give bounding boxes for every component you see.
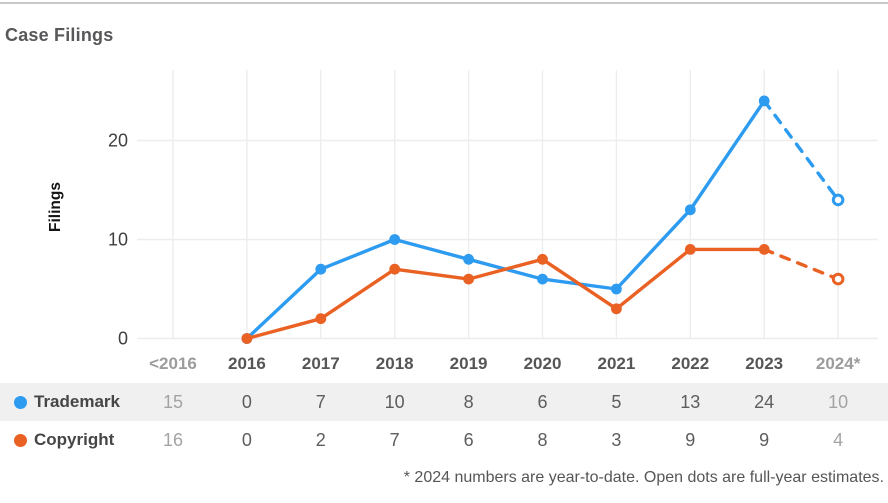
table-cell-copyright-2020: 8	[537, 430, 548, 450]
data-point-copyright-2018	[389, 263, 401, 275]
series-copyright	[241, 244, 845, 344]
y-tick-label: 20	[108, 131, 128, 151]
table-cell-trademark-2019: 8	[463, 392, 474, 412]
y-axis-title: Filings	[47, 182, 64, 232]
table-row-trademark: Trademark 15 0 7 10 8 6 5 13 24 10	[0, 383, 888, 421]
table-cell-trademark-2023: 24	[754, 392, 775, 412]
table-cell-trademark-2020: 6	[537, 392, 548, 412]
line-chart: 0 10 20 Filings <2016 2016 2017 2018 2019 2020 202…	[47, 70, 878, 373]
x-tick-label: 2020	[524, 354, 562, 373]
data-point-trademark-2023	[758, 95, 770, 107]
data-point-copyright-2021	[611, 303, 622, 315]
series-line	[245, 247, 766, 341]
grid	[137, 70, 878, 340]
x-axis: <2016 2016 2017 2018 2019 2020 2021 2022 2023 202…	[149, 354, 861, 373]
estimate-open-dot-copyright	[831, 272, 845, 286]
x-tick-label: 2021	[597, 354, 635, 373]
y-tick-label: 10	[108, 230, 128, 250]
data-point-copyright-2022	[684, 244, 696, 255]
x-tick-label: 2016	[228, 354, 266, 373]
table-row-copyright: Copyright 16 0 2 7 6 8 3 9 9 4	[0, 421, 888, 459]
legend-label: Trademark	[34, 392, 120, 411]
data-point-trademark-2017	[315, 263, 327, 275]
data-point-trademark-2022	[684, 204, 696, 216]
x-tick-label: 2024*	[816, 354, 861, 373]
table-cell-copyright-2022: 9	[685, 430, 696, 450]
table-cell-copyright-2018: 7	[389, 430, 400, 450]
data-point-copyright-2020	[537, 253, 548, 265]
estimate-dashed-line	[762, 99, 840, 202]
data-point-copyright-2019	[463, 273, 474, 285]
data-point-copyright-2023	[758, 244, 770, 255]
x-tick-label: 2023	[745, 354, 783, 373]
x-tick-label: 2019	[450, 354, 488, 373]
page-title: Case Filings	[5, 25, 114, 45]
y-tick-label: 0	[118, 329, 128, 349]
estimate-open-dot-trademark	[831, 193, 845, 207]
table-cell-copyright-2019: 6	[463, 430, 474, 450]
legend-label: Copyright	[34, 430, 115, 449]
table-cell-copyright-2016: 0	[241, 430, 252, 450]
x-tick-label: <2016	[149, 354, 197, 373]
data-point-trademark-2018	[389, 234, 401, 245]
data-point-copyright-2017	[315, 313, 327, 325]
legend-copyright: Copyright	[14, 421, 114, 459]
table-cell-copyright-2021: 3	[611, 430, 622, 450]
legend-dot-copyright	[14, 433, 27, 447]
footnote: * 2024 numbers are year-to-date. Open do…	[403, 469, 884, 486]
table-cell-copyright-2023: 9	[759, 430, 770, 450]
table-cell-trademark-2024*: 10	[828, 392, 849, 412]
table-cell-trademark-2018: 10	[384, 392, 405, 412]
data-point-trademark-2021	[611, 283, 622, 295]
legend-dot-trademark	[14, 395, 27, 409]
y-axis: 0 10 20 Filings	[47, 131, 128, 349]
table-cell-trademark-<2016: 15	[162, 392, 184, 412]
table-cell-trademark-2021: 5	[611, 392, 622, 412]
table-cell-copyright-2017: 2	[315, 430, 326, 450]
legend-trademark: Trademark	[14, 383, 120, 421]
table-cell-copyright-<2016: 16	[162, 430, 184, 450]
estimate-dashed-line	[762, 247, 840, 281]
data-point-trademark-2019	[463, 253, 474, 265]
table-cell-trademark-2016: 0	[241, 392, 252, 412]
table-cell-trademark-2017: 7	[315, 392, 326, 412]
data-point-copyright-2016	[241, 333, 253, 344]
x-tick-label: 2022	[671, 354, 709, 373]
table-cell-copyright-2024*: 4	[833, 430, 844, 450]
table-cell-trademark-2022: 13	[680, 392, 701, 412]
x-tick-label: 2018	[376, 354, 414, 373]
data-point-trademark-2020	[537, 273, 548, 285]
top-divider	[0, 2, 888, 4]
data-table: Trademark 15 0 7 10 8 6 5 13 24 10 Copyright 16 0 2 7 6 8…	[0, 383, 888, 459]
series-line	[245, 99, 766, 341]
x-tick-label: 2017	[302, 354, 340, 373]
